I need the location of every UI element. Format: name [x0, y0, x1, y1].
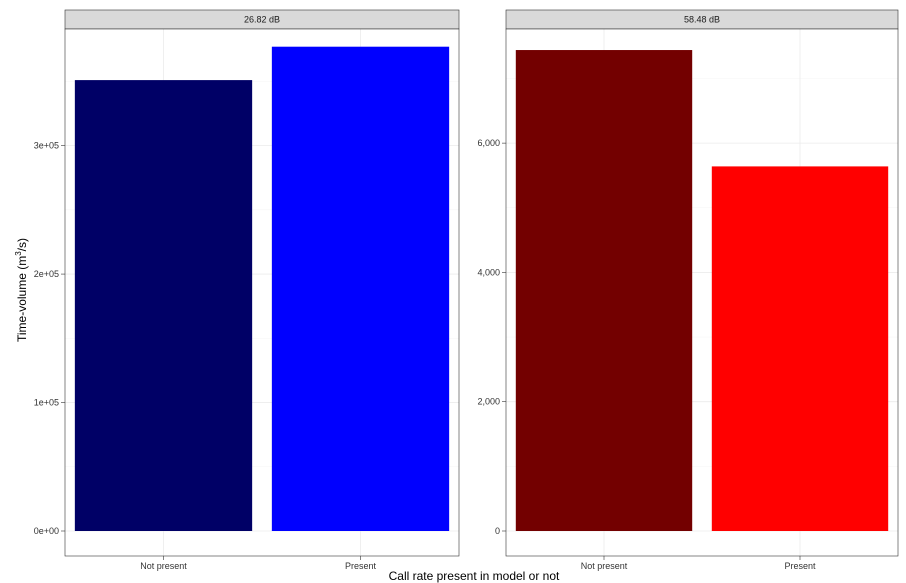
y-axis-title-main: Time-volume (m — [15, 256, 29, 342]
x-tick-label: Present — [345, 561, 377, 571]
x-tick-label: Not present — [581, 561, 628, 571]
panel-2: 58.48 dB 0 2,000 4,000 6,000 Not present Prese… — [477, 9, 899, 571]
y-tick-label: 4,000 — [477, 267, 500, 277]
bar-present — [271, 46, 450, 531]
panel-1: 26.82 dB 0e+00 1e+05 2e+05 3e+05 Not present P… — [34, 9, 460, 571]
panel-border — [64, 28, 460, 557]
y-axis-title: Time-volume (m3/s) — [14, 238, 29, 342]
y-tick-label: 2e+05 — [34, 269, 59, 279]
bar-present — [711, 166, 889, 531]
x-axis-title: Call rate present in model or not — [389, 569, 560, 583]
y-tick-label: 2,000 — [477, 397, 500, 407]
y-axis-title-tail: /s) — [15, 238, 29, 251]
panel-border — [505, 28, 899, 557]
y-tick-label: 1e+05 — [34, 398, 59, 408]
facet-strip-label: 58.48 dB — [684, 15, 720, 25]
x-tick-label: Not present — [140, 561, 187, 571]
facet-strip-label: 26.82 dB — [244, 15, 280, 25]
y-tick-label: 3e+05 — [34, 141, 59, 151]
y-tick-label: 0e+00 — [34, 526, 59, 536]
y-tick-label: 0 — [495, 526, 500, 536]
bar-not-present — [515, 50, 693, 531]
y-axis-title-superscript: 3 — [14, 251, 23, 256]
y-tick-label: 6,000 — [477, 138, 500, 148]
x-tick-label: Present — [784, 561, 816, 571]
bar-not-present — [74, 80, 253, 531]
